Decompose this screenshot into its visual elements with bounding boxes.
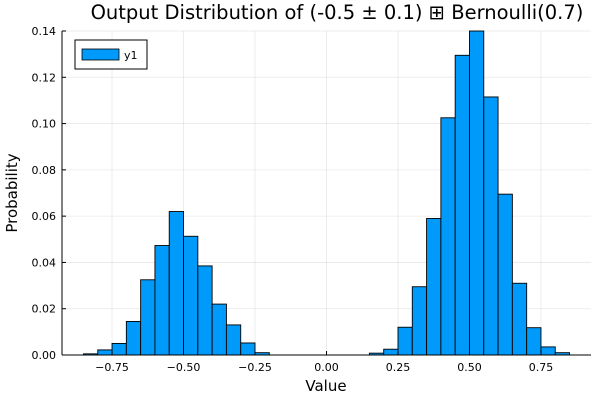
chart-title: Output Distribution of (-0.5 ± 0.1) ⊞ Be… (91, 1, 584, 24)
y-tick-label-3: 0.06 (32, 210, 57, 223)
histogram-bar-6 (168, 211, 184, 356)
x-tick-label-2: −0.25 (238, 361, 272, 374)
histogram-bar-19 (454, 54, 470, 356)
histogram-bar-4 (140, 279, 156, 356)
y-axis-label: Probability (3, 153, 21, 232)
y-axis-ticks: 0.00 0.02 0.04 0.06 0.08 0.10 0.12 0.14 (32, 25, 66, 362)
x-axis-label: Value (305, 377, 346, 395)
y-tick-label-1: 0.02 (32, 303, 57, 316)
y-tick-label-5: 0.10 (32, 118, 57, 131)
histogram-bar-14 (383, 348, 399, 356)
histogram-bar-22 (497, 193, 513, 356)
histogram-bar-21 (483, 96, 499, 356)
histogram-bar-2 (111, 342, 127, 356)
legend-label: y1 (124, 49, 138, 62)
x-tick-label-0: −0.75 (95, 361, 129, 374)
histogram-bar-15 (397, 326, 413, 356)
histogram-bar-18 (440, 117, 456, 356)
histogram-bar-16 (411, 286, 428, 356)
x-tick-label-5: 0.50 (457, 361, 482, 374)
legend: y1 (74, 39, 148, 70)
x-tick-label-3: 0.00 (314, 361, 339, 374)
histogram-bars (82, 30, 571, 356)
y-tick-label-2: 0.04 (32, 256, 57, 269)
histogram-bar-17 (426, 218, 442, 356)
histogram-bar-7 (183, 235, 199, 356)
y-tick-label-4: 0.08 (32, 164, 57, 177)
histogram-bar-25 (540, 346, 556, 356)
x-tick-label-6: 0.75 (529, 361, 554, 374)
x-tick-label-4: 0.25 (386, 361, 411, 374)
histogram-bar-23 (511, 282, 528, 356)
y-tick-label-7: 0.14 (32, 25, 57, 38)
histogram-bar-10 (225, 324, 242, 356)
legend-swatch (81, 48, 120, 61)
x-tick-label-1: −0.50 (167, 361, 201, 374)
x-axis-ticks: −0.75 −0.50 −0.25 0.00 0.25 0.50 0.75 (95, 351, 553, 374)
y-tick-label-6: 0.12 (32, 71, 57, 84)
histogram-bar-20 (469, 30, 485, 356)
histogram-bar-1 (97, 349, 113, 356)
histogram-bar-3 (125, 320, 142, 356)
histogram-bar-11 (240, 342, 256, 356)
histogram-bar-8 (197, 265, 213, 356)
histogram-bar-9 (211, 303, 227, 356)
y-tick-label-0: 0.00 (32, 349, 57, 362)
histogram-bar-24 (526, 327, 542, 356)
histogram-bar-5 (154, 245, 170, 356)
